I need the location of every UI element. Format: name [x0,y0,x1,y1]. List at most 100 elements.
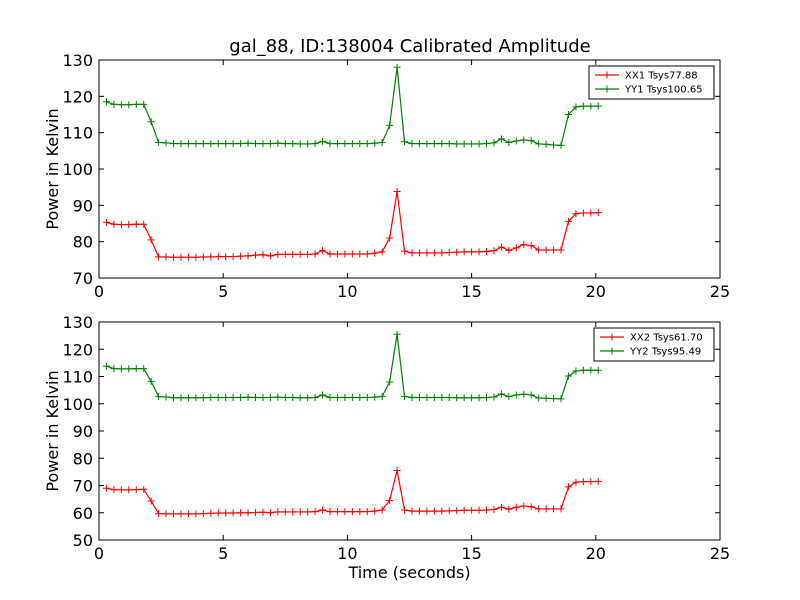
data-point [259,251,267,259]
data-point [505,246,513,254]
data-point [184,140,192,148]
data-point [244,139,252,147]
data-point [475,506,483,514]
data-point [579,209,587,217]
x-tick-label: 10 [337,544,357,563]
data-point [505,393,513,401]
data-point [483,247,491,255]
data-point [199,394,207,402]
data-point [222,509,230,517]
data-point [393,63,401,71]
data-point [550,505,558,513]
legend-swatch-marker [603,71,611,79]
data-point [184,510,192,518]
data-point [281,508,289,516]
data-point [497,390,505,398]
data-point [222,140,230,148]
data-point [341,508,349,516]
data-point [214,393,222,401]
data-point [356,140,364,148]
data-point [207,509,215,517]
data-point [460,248,468,256]
data-point [348,140,356,148]
y-tick-label: 70 [73,477,93,496]
data-point [289,250,297,258]
data-point [192,394,200,402]
data-point [550,141,558,149]
data-point [579,102,587,110]
data-point [341,250,349,258]
data-point [564,217,572,225]
data-point [102,98,110,106]
data-point [304,394,312,402]
data-point [155,138,163,146]
data-point [401,138,409,146]
data-point [266,509,274,517]
data-point [237,509,245,517]
x-tick-label: 20 [586,544,606,563]
series-markers-yy1 [102,63,602,149]
data-point [199,510,207,518]
data-point [475,394,483,402]
data-point [326,508,334,516]
data-point [170,140,178,148]
data-point [468,248,476,256]
data-point [274,508,282,516]
y-tick-label: 100 [62,160,93,179]
data-point [423,393,431,401]
data-point [415,507,423,515]
data-point [520,136,528,144]
data-point [453,507,461,515]
data-point [117,221,125,229]
legend-label: YY2 Tsys95.49 [629,347,701,358]
data-point [147,236,155,244]
data-point [557,246,565,254]
data-point [266,252,274,260]
data-point [296,250,304,258]
data-point [333,508,341,516]
data-point [125,486,133,494]
y-tick-label: 50 [73,531,93,550]
y-tick-label: 70 [73,269,93,288]
data-point [415,249,423,257]
y-tick-label: 120 [62,340,93,359]
x-tick-label: 15 [461,282,481,301]
data-point [237,393,245,401]
data-point [393,467,401,475]
data-point [557,141,565,149]
data-point [162,393,170,401]
data-point [304,508,312,516]
data-point [192,253,200,261]
series-markers-yy2 [102,330,602,403]
data-point [177,394,185,402]
x-tick-label: 0 [94,544,104,563]
data-point [475,140,483,148]
data-point [170,510,178,518]
x-tick-label: 5 [218,544,228,563]
legend-label: YY1 Tsys100.65 [624,85,703,96]
data-point [363,140,371,148]
data-point [266,140,274,148]
y-tick-label: 90 [73,196,93,215]
data-point [468,394,476,402]
data-point [155,393,163,401]
data-point [557,395,565,403]
data-point [535,140,543,148]
data-point [326,140,334,148]
y-tick-label: 110 [62,368,93,387]
data-point [251,251,259,259]
data-point [386,234,394,242]
data-point [393,188,401,196]
data-point [520,502,528,510]
data-point [356,393,364,401]
data-point [251,140,259,148]
data-point [520,390,528,398]
data-point [594,102,602,110]
data-point [274,250,282,258]
data-point [214,140,222,148]
series-markers-xx1 [102,188,602,261]
data-point [237,252,245,260]
series-line-yy2 [106,334,599,400]
data-point [527,391,535,399]
data-point [140,485,148,493]
